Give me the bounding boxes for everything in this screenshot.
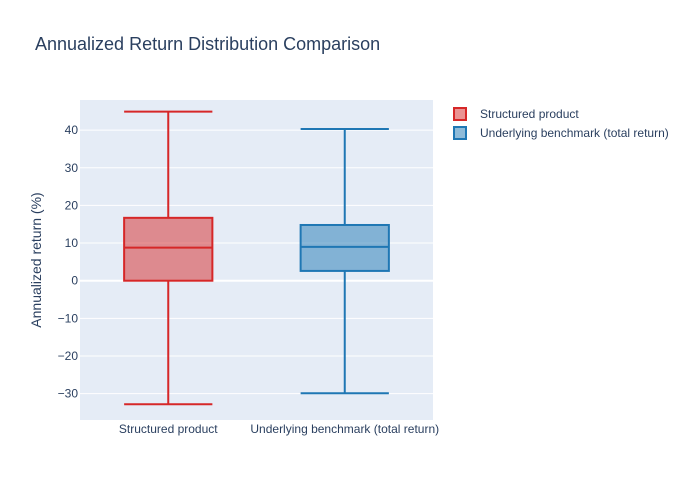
- chart-title: Annualized Return Distribution Compariso…: [35, 34, 380, 54]
- iqr-box: [123, 216, 214, 282]
- y-tick-label: 40: [65, 123, 79, 137]
- y-tick-label: 0: [71, 274, 78, 288]
- x-tick-label: Underlying benchmark (total return): [250, 422, 439, 436]
- y-axis-ticks: −30 −20 −10 0 10 20 30 40: [58, 123, 79, 401]
- y-tick-label: 20: [65, 198, 79, 212]
- x-axis-ticks: Structured product Underlying benchmark (…: [119, 422, 439, 436]
- legend-label: Structured product: [480, 107, 579, 121]
- boxes: [123, 110, 390, 406]
- iqr-box: [299, 223, 390, 272]
- y-tick-label: 10: [65, 236, 79, 250]
- legend[interactable]: Structured product Underlying benchmark (…: [453, 107, 669, 140]
- y-axis-title: Annualized return (%): [28, 192, 44, 327]
- legend-swatch: [453, 107, 467, 121]
- x-tick-label: Structured product: [119, 422, 218, 436]
- y-tick-label: −10: [58, 311, 79, 325]
- legend-item[interactable]: Structured product: [453, 107, 579, 121]
- legend-swatch: [453, 126, 467, 140]
- y-tick-label: −30: [58, 387, 79, 401]
- box-0[interactable]: [123, 110, 214, 406]
- legend-label: Underlying benchmark (total return): [480, 126, 669, 140]
- y-tick-label: 30: [65, 161, 79, 175]
- legend-item[interactable]: Underlying benchmark (total return): [453, 126, 669, 140]
- box-1[interactable]: [299, 127, 390, 395]
- y-tick-label: −20: [58, 349, 79, 363]
